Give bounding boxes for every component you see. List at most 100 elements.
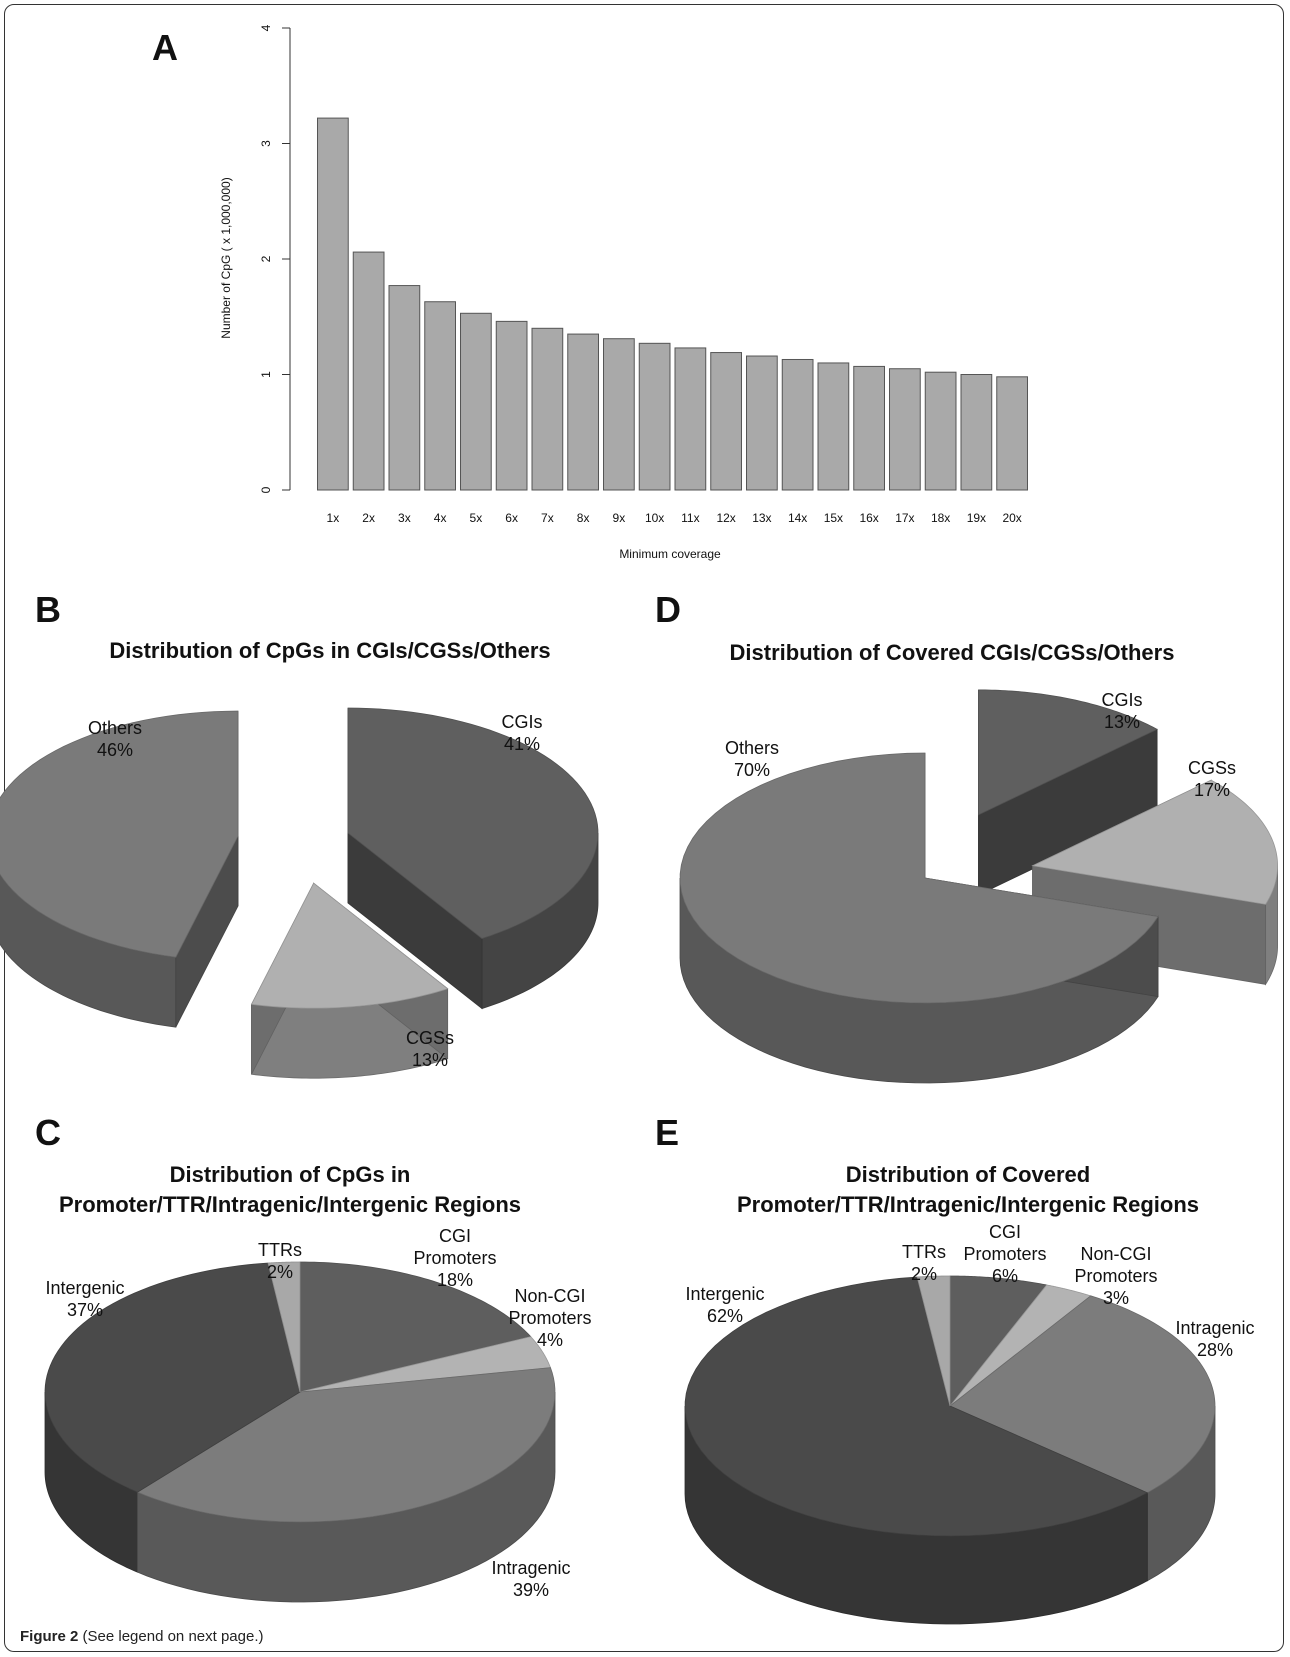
pie-slice-label: Intragenic: [491, 1558, 570, 1578]
x-tick-label: 15x: [824, 511, 843, 525]
pie-slice: [44, 1262, 301, 1493]
pie-slice-value: 41%: [504, 734, 540, 754]
x-tick-label: 17x: [895, 511, 914, 525]
pie-slice-value: 62%: [707, 1306, 743, 1326]
pie-title: Distribution of CpGs in: [170, 1162, 411, 1187]
pie-slice-label: Promoters: [963, 1244, 1046, 1264]
pie-slice: [916, 1275, 951, 1407]
panel-letter-a: A: [152, 27, 178, 68]
pie-slice-value: 39%: [513, 1580, 549, 1600]
pie-title: Promoter/TTR/Intragenic/Intergenic Regio…: [59, 1192, 521, 1217]
x-tick-label: 2x: [362, 511, 375, 525]
pie-slice-value: 37%: [67, 1300, 103, 1320]
pie-slice-value: 17%: [1194, 780, 1230, 800]
x-tick-label: 20x: [1002, 511, 1021, 525]
pie-slice: [1031, 779, 1278, 905]
pie-title: Distribution of Covered CGIs/CGSs/Others: [730, 640, 1175, 665]
bar: [710, 352, 742, 491]
pie-slice-label: Intragenic: [1175, 1318, 1254, 1338]
panel-a: A 0 1 2 3 4 1x 2x 3x 4x 5x 6x 7x 8x 9x 10x 11x 12x 13x 14…: [152, 24, 1028, 561]
bar-chart-y-axis: 0 1 2 3 4: [259, 24, 291, 493]
bar: [853, 365, 885, 491]
pie-slice-value: 18%: [437, 1270, 473, 1290]
bar: [603, 338, 635, 491]
pie-slice: [299, 1261, 532, 1393]
bar: [781, 358, 814, 491]
bar: [317, 117, 349, 491]
bar: [889, 368, 921, 491]
y-tick-label: 1: [259, 371, 273, 378]
bar: [960, 374, 993, 491]
pie-chart-b: Distribution of CpGs in CGIs/CGSs/Others…: [0, 638, 599, 1079]
x-tick-label: 4x: [434, 511, 447, 525]
pie-title: Distribution of Covered: [846, 1162, 1090, 1187]
x-axis-label: Minimum coverage: [619, 547, 721, 561]
pie-slice-label: CGI: [439, 1226, 471, 1246]
pie-slice-label: Promoters: [508, 1308, 591, 1328]
figure-caption: Figure 2 (See legend on next page.): [20, 1628, 264, 1645]
panel-letter-d: D: [655, 589, 681, 630]
panel-letter-e: E: [655, 1112, 679, 1153]
pie-slice: [684, 1276, 1149, 1537]
y-tick-label: 3: [259, 140, 273, 147]
pie-slice-value: 2%: [267, 1262, 293, 1282]
x-tick-label: 16x: [859, 511, 878, 525]
pie-slice: [679, 752, 1159, 1004]
panel-letter-c: C: [35, 1112, 61, 1153]
pie-slice: [0, 710, 239, 958]
bar-chart-x-ticks: 1x 2x 3x 4x 5x 6x 7x 8x 9x 10x 11x 12x 13x 14x 15x 16x 1…: [327, 511, 1022, 525]
bar: [531, 327, 564, 491]
pie-slice-value: 3%: [1103, 1288, 1129, 1308]
pie-slice-label: Promoters: [1074, 1266, 1157, 1286]
pie-slice-label: CGIs: [501, 712, 542, 732]
pie-slice-label: CGIs: [1101, 690, 1142, 710]
pie-slice-value: 46%: [97, 740, 133, 760]
bar: [567, 333, 599, 491]
caption-text: (See legend on next page.): [82, 1628, 264, 1645]
x-tick-label: 5x: [470, 511, 483, 525]
x-tick-label: 7x: [541, 511, 554, 525]
pie-slice-label: CGSs: [1188, 758, 1236, 778]
x-tick-label: 6x: [505, 511, 518, 525]
bar: [495, 320, 528, 491]
bar: [924, 371, 957, 491]
pie-slice-value: 2%: [911, 1264, 937, 1284]
pie-title: Distribution of CpGs in CGIs/CGSs/Others: [109, 638, 550, 663]
pie-slice: [949, 1284, 1092, 1407]
x-tick-label: 19x: [967, 511, 986, 525]
bar: [388, 285, 421, 491]
pie-slice-label: Non-CGI: [514, 1286, 585, 1306]
pie-slice: [978, 689, 1158, 816]
bar: [638, 342, 671, 491]
pie-slice-label: Promoters: [413, 1248, 496, 1268]
y-tick-label: 4: [259, 24, 273, 31]
pie-slice-label: Intergenic: [685, 1284, 764, 1304]
bar: [746, 355, 778, 491]
pie-slice-value: 13%: [412, 1050, 448, 1070]
pie-slice-value: 6%: [992, 1266, 1018, 1286]
bar: [674, 347, 707, 491]
pie-slice: [949, 1275, 1048, 1408]
pie-slice-label: Others: [88, 718, 142, 738]
pie-slice-label: TTRs: [258, 1240, 302, 1260]
x-tick-label: 13x: [752, 511, 771, 525]
x-tick-label: 10x: [645, 511, 664, 525]
bar: [460, 312, 492, 491]
pie-slice: [347, 707, 599, 940]
pie-chart-e: Distribution of Covered Promoter/TTR/Intr…: [684, 1162, 1255, 1625]
pie-slice-label: Others: [725, 738, 779, 758]
pie-slice-label: CGSs: [406, 1028, 454, 1048]
y-tick-label: 0: [259, 486, 273, 493]
pie-slice-value: 70%: [734, 760, 770, 780]
bar: [424, 301, 456, 491]
pie-title: Promoter/TTR/Intragenic/Intergenic Regio…: [737, 1192, 1199, 1217]
pie-chart-c: Distribution of CpGs in Promoter/TTR/Intr…: [44, 1162, 592, 1603]
x-tick-label: 1x: [327, 511, 340, 525]
caption-label: Figure 2: [20, 1628, 79, 1645]
pie-slice-value: 28%: [1197, 1340, 1233, 1360]
pie-slice-value: 4%: [537, 1330, 563, 1350]
pie-slice-label: Intergenic: [45, 1278, 124, 1298]
pie-slice: [250, 882, 449, 1009]
x-tick-label: 18x: [931, 511, 950, 525]
